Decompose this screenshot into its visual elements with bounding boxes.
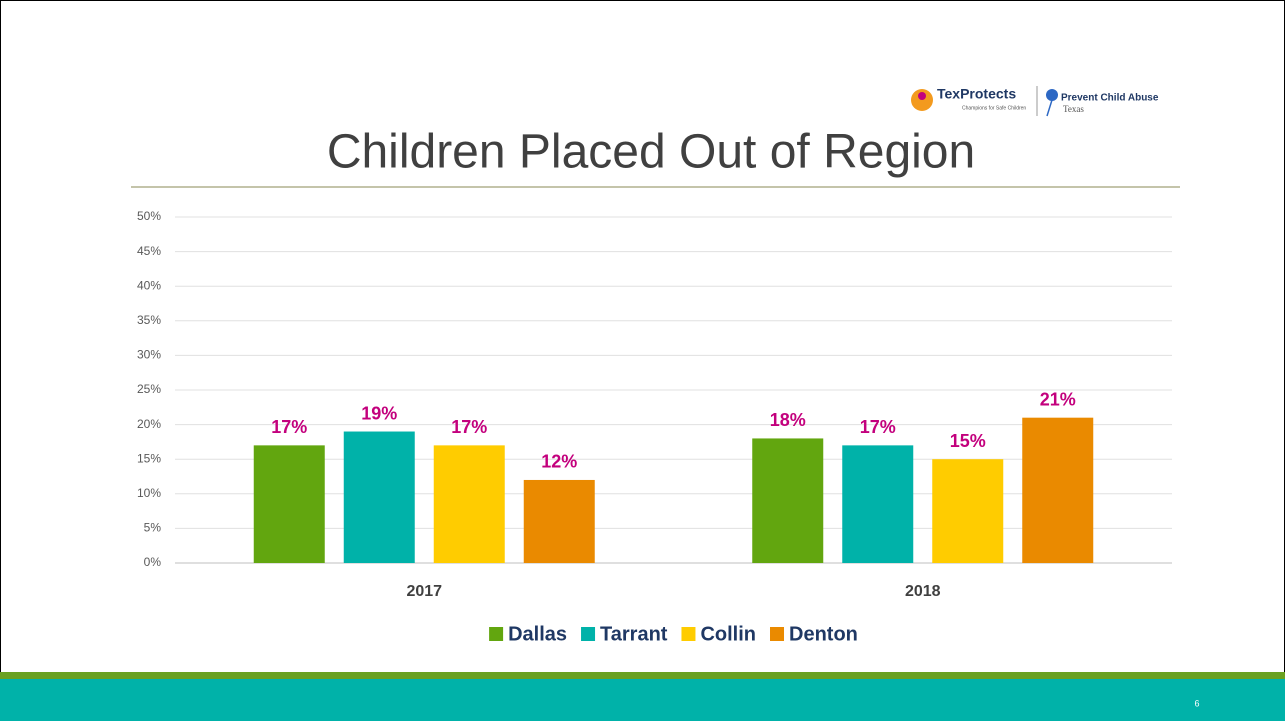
y-tick-label: 50% xyxy=(137,209,161,223)
chart-title: Children Placed Out of Region xyxy=(327,126,975,179)
texprotects-name: TexProtects xyxy=(937,86,1016,102)
pinwheel-icon xyxy=(1046,89,1058,101)
legend-swatch xyxy=(489,627,504,641)
bar xyxy=(842,445,914,563)
legend-label: Collin xyxy=(700,623,756,645)
legend-label: Tarrant xyxy=(600,623,668,645)
value-label: 17% xyxy=(860,417,896,437)
x-tick-label: 2017 xyxy=(406,583,442,600)
bar xyxy=(932,459,1004,563)
pca-state: Texas xyxy=(1063,104,1084,114)
legend-label: Denton xyxy=(789,623,858,645)
footer-stripe xyxy=(0,672,1285,679)
y-tick-label: 35% xyxy=(137,313,161,327)
bar xyxy=(1022,417,1094,563)
texprotects-icon-dot xyxy=(918,92,926,100)
pca-name: Prevent Child Abuse xyxy=(1061,93,1159,104)
bar xyxy=(253,445,325,563)
legend-label: Dallas xyxy=(508,623,567,645)
y-tick-label: 0% xyxy=(144,555,162,569)
value-label: 12% xyxy=(541,452,577,472)
y-tick-label: 15% xyxy=(137,451,161,465)
value-label: 17% xyxy=(451,417,487,437)
bar xyxy=(752,438,824,563)
y-tick-label: 45% xyxy=(137,244,161,258)
y-tick-label: 25% xyxy=(137,382,161,396)
legend-swatch xyxy=(770,627,785,641)
legend-swatch xyxy=(681,627,696,641)
value-label: 15% xyxy=(950,431,986,451)
x-tick-label: 2018 xyxy=(905,583,941,600)
value-label: 17% xyxy=(271,417,307,437)
value-label: 18% xyxy=(770,410,806,430)
texprotects-tagline: Champions for Safe Children xyxy=(962,105,1026,111)
value-label: 21% xyxy=(1040,389,1076,409)
y-tick-label: 10% xyxy=(137,486,161,500)
pinwheel-stick xyxy=(1046,99,1053,117)
value-label: 19% xyxy=(361,403,397,423)
y-tick-label: 5% xyxy=(144,521,162,535)
footer-band xyxy=(0,679,1285,721)
legend-swatch xyxy=(581,627,596,641)
bar xyxy=(523,479,595,563)
y-tick-label: 30% xyxy=(137,348,161,362)
y-tick-label: 20% xyxy=(137,417,161,431)
bar xyxy=(343,431,415,563)
y-tick-label: 40% xyxy=(137,278,161,292)
bar xyxy=(433,445,505,563)
page-number: 6 xyxy=(1194,698,1199,708)
